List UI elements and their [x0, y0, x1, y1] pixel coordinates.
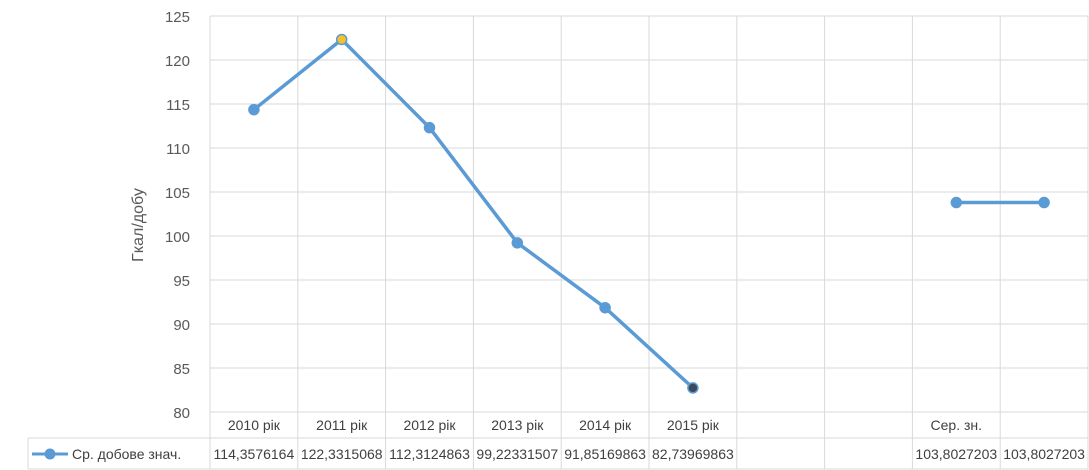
y-axis-ticks: 80 85 90 95 100 105 110 115 120 125: [165, 9, 190, 422]
table-value-cell: 103,8027203: [915, 446, 997, 462]
data-point: [423, 121, 436, 134]
x-category-label: 2011 рік: [316, 417, 368, 433]
table-value-cell: 112,3124863: [389, 446, 470, 462]
table-value-cell: 91,85169863: [564, 446, 646, 462]
y-tick-label: 125: [165, 9, 190, 26]
y-tick-label: 120: [165, 53, 190, 70]
y-tick-label: 95: [173, 273, 190, 290]
x-category-label: 2014 рік: [579, 417, 632, 433]
table-value-cell: 122,3315068: [301, 446, 383, 462]
x-category-label: Сер. зн.: [931, 417, 983, 433]
table-value-cell: 103,8027203: [1003, 446, 1085, 462]
data-point: [687, 382, 699, 394]
legend-marker: [44, 448, 56, 460]
data-point: [950, 196, 963, 209]
x-category-label: 2010 рік: [228, 417, 281, 433]
series-points: [248, 33, 1050, 394]
x-category-label: 2013 рік: [491, 417, 544, 433]
table-value-cell: 99,22331507: [476, 446, 558, 462]
data-point: [1038, 196, 1050, 209]
y-tick-label: 110: [166, 141, 190, 158]
table-value-cell: 114,3576164: [214, 446, 295, 462]
data-point: [248, 103, 260, 116]
data-point: [335, 33, 348, 46]
data-point: [599, 301, 611, 314]
y-tick-label: 105: [165, 185, 190, 202]
gridlines: [209, 15, 1089, 469]
y-tick-label: 85: [173, 361, 190, 378]
y-tick-label: 115: [166, 97, 190, 114]
legend-series-name: Ср. добове знач.: [72, 446, 181, 462]
x-category-label: 2012 рік: [403, 417, 456, 433]
y-axis-label: Гкал/добу: [130, 188, 147, 262]
y-tick-label: 90: [173, 317, 190, 334]
x-category-label: 2015 рік: [667, 417, 720, 433]
series-lines: [252, 37, 1046, 390]
data-table: 2010 рік 2011 рік 2012 рік 2013 рік 2014 рік…: [27, 417, 1088, 470]
y-tick-label: 80: [173, 405, 190, 422]
series-line: [252, 37, 695, 390]
table-value-cell: 82,73969863: [652, 446, 734, 462]
data-point: [511, 237, 524, 249]
y-tick-label: 100: [165, 229, 190, 246]
